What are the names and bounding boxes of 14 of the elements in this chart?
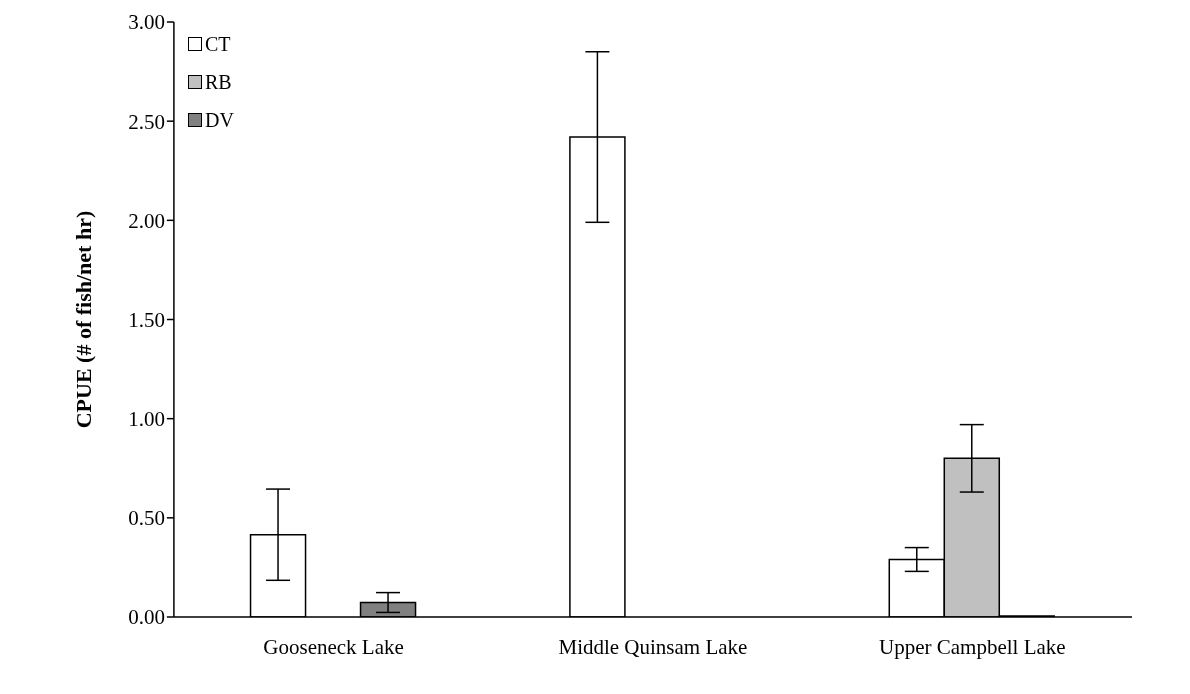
legend-label: RB <box>205 70 232 94</box>
x-tick-label: Gooseneck Lake <box>263 634 404 659</box>
y-tick-label: 1.00 <box>128 407 165 432</box>
y-tick-label: 2.50 <box>128 109 165 134</box>
y-tick-label: 2.00 <box>128 208 165 233</box>
y-tick-label: 3.00 <box>128 10 165 35</box>
y-axis-title: CPUE (# of fish/net hr) <box>70 210 96 429</box>
y-tick-label: 1.50 <box>128 307 165 332</box>
legend-label: DV <box>205 108 234 132</box>
x-tick-label: Middle Quinsam Lake <box>558 634 748 659</box>
legend-label: CT <box>205 32 231 56</box>
x-tick-label: Upper Campbell Lake <box>879 634 1066 659</box>
y-tick-label: 0.00 <box>128 605 165 630</box>
y-tick-label: 0.50 <box>128 506 165 531</box>
